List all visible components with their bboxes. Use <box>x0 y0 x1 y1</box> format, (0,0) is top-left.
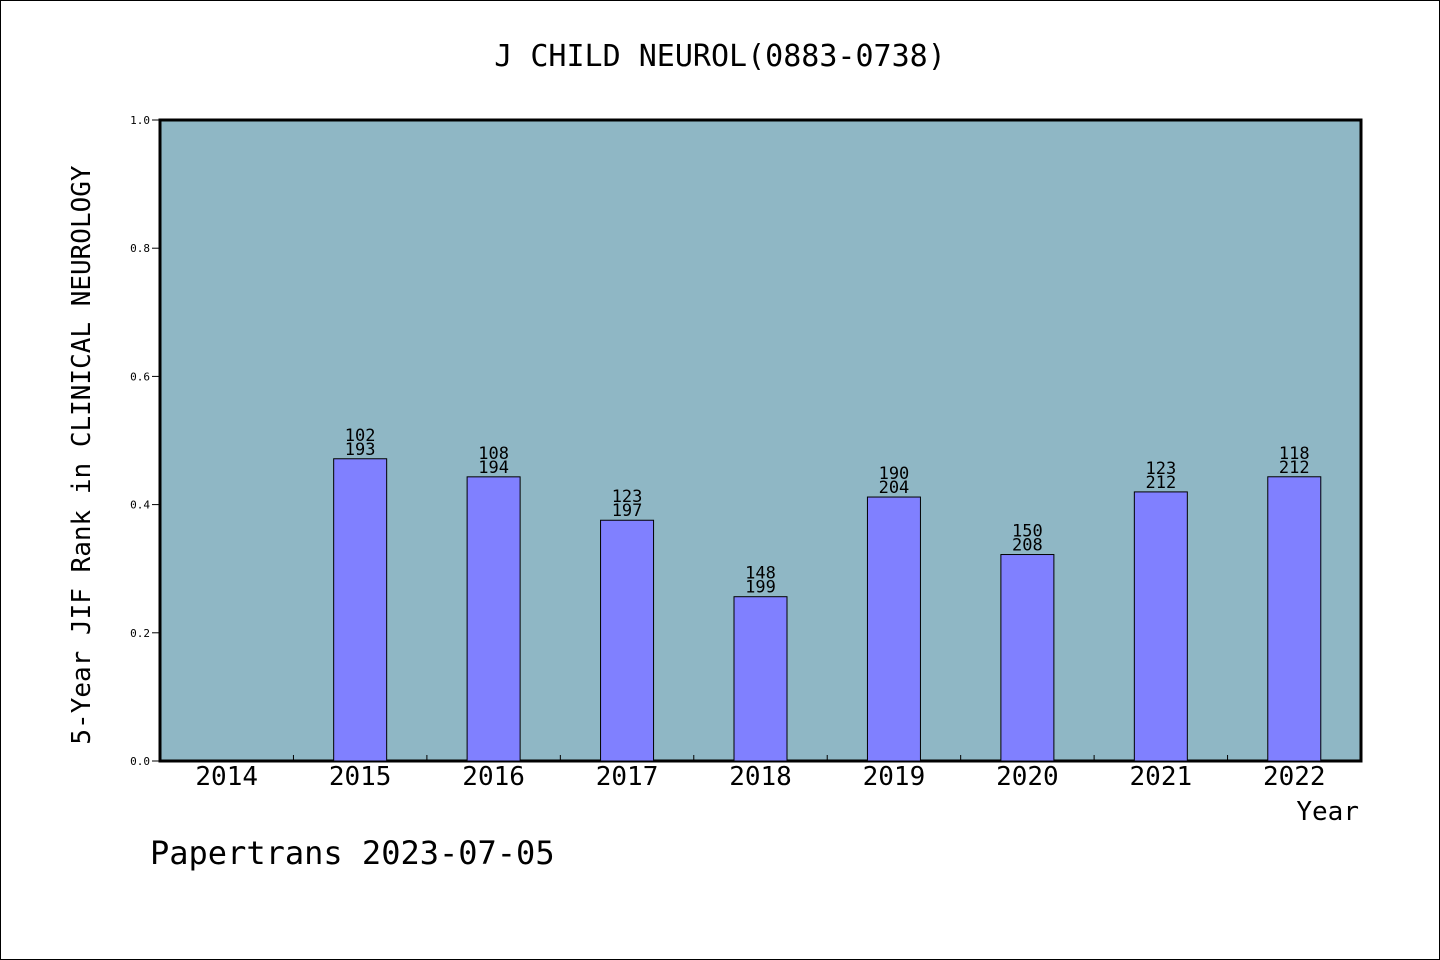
bar-label-rank-2015: 102 <box>345 426 376 446</box>
chart-title: J CHILD NEUROL(0883-0738) <box>494 39 946 74</box>
bar-label-total-2020: 208 <box>1012 536 1043 556</box>
bar-label-rank-2019: 190 <box>879 464 910 484</box>
bar-label-total-2015: 193 <box>345 440 376 460</box>
y-axis: 0.0 0.2 0.4 0.6 0.8 1.0 <box>130 114 160 768</box>
bar-label-total-2017: 197 <box>612 501 643 521</box>
bar-2020 <box>1000 554 1055 762</box>
y-tick-label-0.8: 0.8 <box>130 242 150 255</box>
x-tick-label-2020: 2020 <box>996 762 1059 792</box>
x-tick-label-2019: 2019 <box>863 762 926 792</box>
y-tick-label-0.2: 0.2 <box>130 627 150 640</box>
y-tick-label-0.6: 0.6 <box>130 370 150 383</box>
bar-label-rank-2022: 118 <box>1279 444 1310 464</box>
bar-label-total-2021: 212 <box>1145 473 1176 493</box>
bar-label-total-2018: 199 <box>745 578 776 598</box>
y-tick-label-0.4: 0.4 <box>130 499 150 512</box>
x-tick-label-2018: 2018 <box>729 762 792 792</box>
bar-label-rank-2020: 150 <box>1012 522 1043 542</box>
bar-label-total-2022: 212 <box>1279 458 1310 478</box>
x-tick-label-2016: 2016 <box>462 762 525 792</box>
bar-label-total-2019: 204 <box>879 478 910 498</box>
bar-label-total-2016: 194 <box>478 458 509 478</box>
x-tick-label-2014: 2014 <box>195 762 258 792</box>
bar-2022 <box>1267 476 1322 762</box>
x-tick-label-2017: 2017 <box>596 762 659 792</box>
bar-label-rank-2017: 123 <box>612 487 643 507</box>
bar-2016 <box>466 476 521 762</box>
bar-label-rank-2018: 148 <box>745 564 776 584</box>
bar-2021 <box>1133 491 1188 762</box>
bar-label-rank-2021: 123 <box>1145 459 1176 479</box>
x-tick-label-2021: 2021 <box>1130 762 1193 792</box>
x-axis-label: Year <box>1296 797 1359 827</box>
x-tick-label-2015: 2015 <box>329 762 392 792</box>
y-tick-label-1.0: 1.0 <box>130 114 150 127</box>
y-axis-label: 5-Year JIF Rank in CLINICAL NEUROLOGY <box>67 165 97 745</box>
bar-2017 <box>600 519 655 762</box>
bar-2018 <box>733 596 788 762</box>
x-axis: 2014 2015 2016 2017 2018 2019 2020 2021 2022 <box>195 755 1326 792</box>
bar-2015 <box>333 458 388 762</box>
bar-label-rank-2016: 108 <box>478 444 509 464</box>
x-tick-label-2022: 2022 <box>1263 762 1326 792</box>
y-tick-label-0.0: 0.0 <box>130 755 150 768</box>
footer-text: Papertrans 2023-07-05 <box>150 834 555 872</box>
bar-2019 <box>866 496 921 762</box>
